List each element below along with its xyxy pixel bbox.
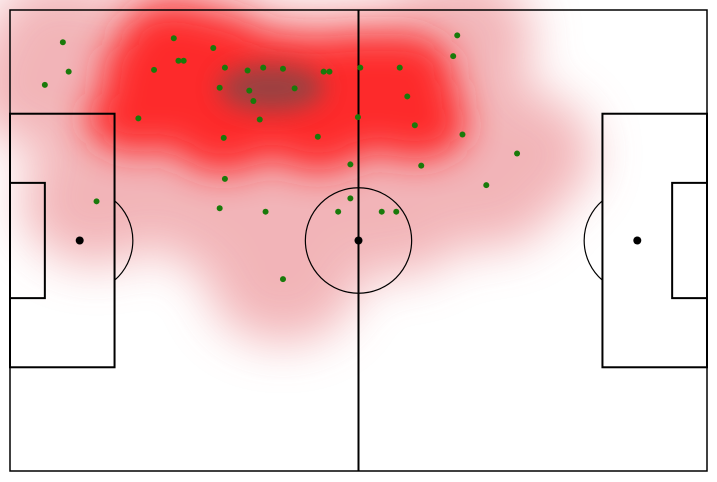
event-point <box>418 162 425 169</box>
event-point <box>216 84 223 91</box>
penalty-spot-right <box>633 236 642 245</box>
event-point <box>216 205 223 212</box>
event-point <box>396 64 403 71</box>
event-point <box>175 57 182 64</box>
penalty-area-right <box>601 112 709 369</box>
event-point <box>220 134 227 141</box>
event-point <box>210 45 217 52</box>
event-point <box>483 182 490 189</box>
event-point <box>404 93 411 100</box>
penalty-arc-left <box>114 200 134 281</box>
density-heatmap <box>0 0 593 343</box>
event-point <box>291 85 298 92</box>
event-point <box>260 64 267 71</box>
event-point <box>354 114 361 121</box>
penalty-arc-right <box>583 200 603 281</box>
event-point <box>93 198 100 205</box>
six-yard-box-left <box>9 181 46 300</box>
event-point <box>170 35 177 42</box>
penalty-spot-left <box>75 236 84 245</box>
event-point <box>279 276 286 283</box>
event-point <box>347 195 354 202</box>
center-circle <box>304 187 413 294</box>
event-point <box>514 150 521 157</box>
event-point <box>41 81 48 88</box>
event-point <box>250 98 257 105</box>
event-point <box>326 68 333 75</box>
density-peak <box>219 64 324 111</box>
event-point <box>221 175 228 182</box>
event-point <box>246 87 253 94</box>
event-point <box>378 208 385 215</box>
event-point <box>135 115 142 122</box>
event-point <box>256 116 263 123</box>
event-point <box>244 67 251 74</box>
event-point <box>347 161 354 168</box>
event-point <box>411 122 418 129</box>
event-point <box>279 65 286 72</box>
event-points <box>41 32 521 283</box>
center-spot <box>354 236 363 245</box>
event-point <box>151 66 158 73</box>
six-yard-box-right <box>671 181 709 300</box>
event-point <box>65 68 72 75</box>
event-point <box>221 64 228 71</box>
density-layer-dark <box>219 64 324 111</box>
event-point <box>262 208 269 215</box>
event-point <box>454 32 461 39</box>
event-point <box>180 57 187 64</box>
event-point <box>314 133 321 140</box>
event-point <box>450 53 457 60</box>
event-point <box>320 68 327 75</box>
event-point <box>335 208 342 215</box>
pitch-lines <box>9 9 709 472</box>
event-point <box>59 39 66 46</box>
event-point <box>459 131 466 138</box>
event-point <box>357 64 364 71</box>
event-point <box>393 208 400 215</box>
